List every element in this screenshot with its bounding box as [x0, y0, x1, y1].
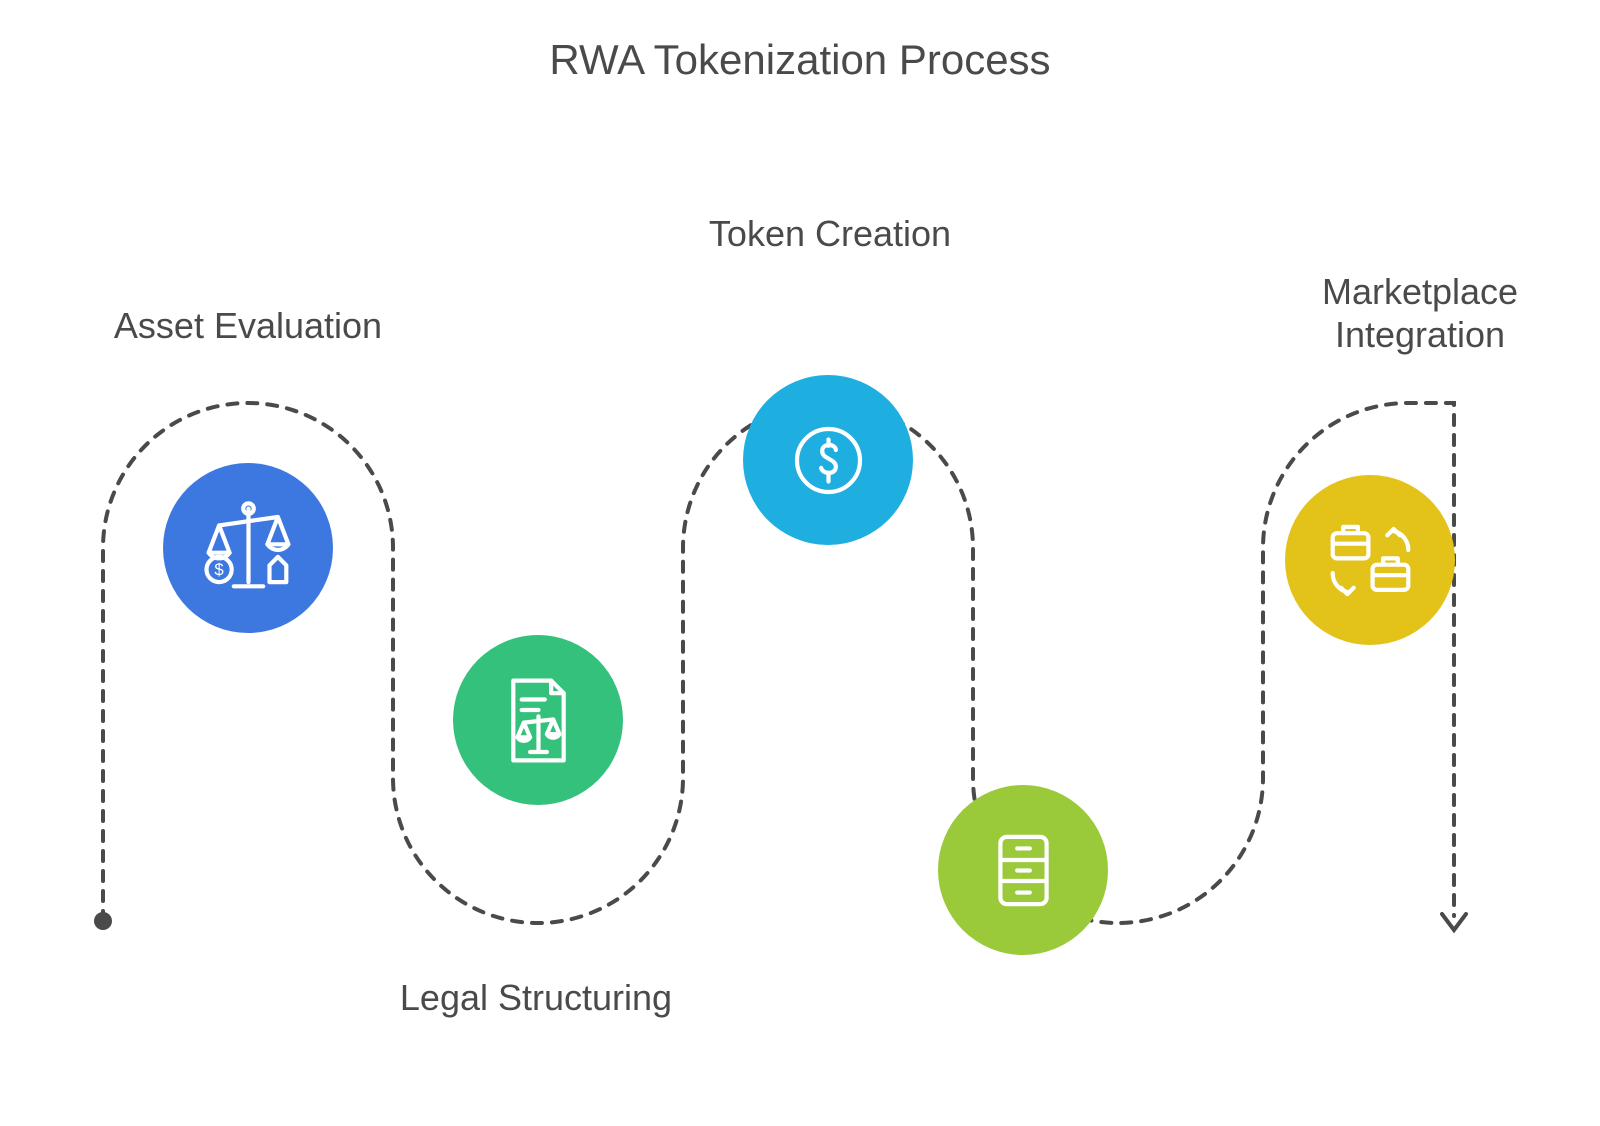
- step-label-legal-structuring: Legal Structuring: [346, 976, 726, 1019]
- step-label-asset-evaluation: Asset Evaluation: [68, 304, 428, 347]
- step-node-asset-evaluation: $: [163, 463, 333, 633]
- step-node-token-creation: [743, 375, 913, 545]
- step-node-storage: [938, 785, 1108, 955]
- step-label-token-creation: Token Creation: [660, 212, 1000, 255]
- dollar-coin-icon: [776, 408, 881, 513]
- briefcase-exchange-icon: [1318, 508, 1423, 613]
- step-label-marketplace-integration: Marketplace Integration: [1240, 270, 1600, 356]
- scale-dollar-house-icon: $: [196, 496, 301, 601]
- step-node-legal-structuring: [453, 635, 623, 805]
- document-scale-icon: [486, 668, 591, 773]
- svg-text:$: $: [214, 559, 224, 578]
- diagram-title: RWA Tokenization Process: [0, 36, 1600, 84]
- diagram-canvas: RWA Tokenization Process Asset Evaluatio…: [0, 0, 1600, 1126]
- step-node-marketplace-integration: [1285, 475, 1455, 645]
- drawers-icon: [971, 818, 1076, 923]
